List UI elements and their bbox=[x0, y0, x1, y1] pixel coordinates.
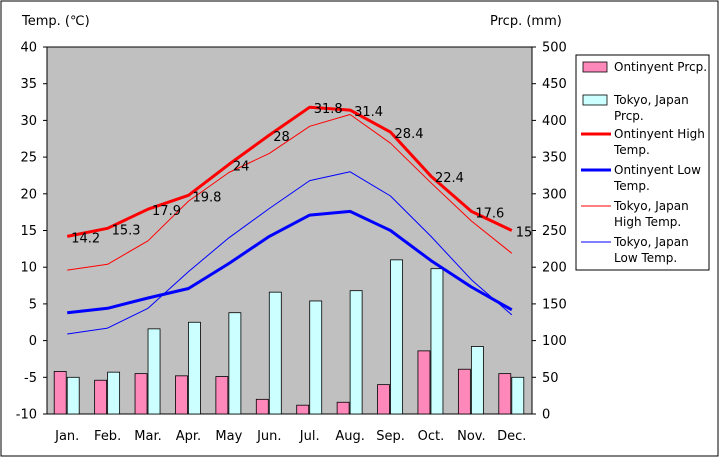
legend-label: Ontinyent High Temp. bbox=[613, 127, 705, 157]
bar-ontinyent-prcp bbox=[175, 375, 188, 415]
legend-label: Tokyo, Japan Low Temp. bbox=[613, 235, 689, 265]
high-temp-data-label: 22.4 bbox=[435, 171, 464, 186]
left-tick-label: 10 bbox=[20, 261, 37, 276]
bars-layer bbox=[53, 259, 525, 415]
bar-tokyo-prcp bbox=[228, 312, 242, 415]
right-tick-label: 500 bbox=[542, 41, 567, 56]
x-tick-label: Jul. bbox=[299, 429, 320, 444]
bar-ontinyent-prcp bbox=[336, 401, 350, 415]
bar-tokyo-prcp bbox=[511, 376, 525, 415]
high-temp-data-label: 17.6 bbox=[475, 206, 504, 221]
legend-label: Ontinyent Low Temp. bbox=[613, 163, 701, 193]
legend-label: Ontinyent Prcp. bbox=[614, 60, 707, 74]
left-tick-label: 5 bbox=[29, 297, 37, 312]
x-tick-label: Jun. bbox=[256, 429, 281, 444]
line-tokyo-japan-high-temp bbox=[67, 114, 513, 271]
left-tick-label: -5 bbox=[24, 371, 37, 386]
line-tokyo-japan-low-temp bbox=[67, 171, 513, 335]
left-tick-label: 25 bbox=[20, 151, 37, 166]
left-tick-label: 0 bbox=[29, 334, 37, 349]
high-temp-data-label: 15 bbox=[516, 226, 533, 241]
left-axis-title: Temp. (℃) bbox=[21, 14, 90, 29]
left-tick-label: 20 bbox=[20, 187, 37, 202]
bar-tokyo-prcp bbox=[268, 291, 282, 415]
high-temp-data-label: 17.9 bbox=[152, 204, 181, 219]
bar-tokyo-prcp bbox=[66, 376, 80, 415]
bar-tokyo-prcp bbox=[188, 321, 201, 415]
right-tick-label: 350 bbox=[542, 151, 567, 166]
right-tick-label: 150 bbox=[542, 297, 567, 312]
bar-tokyo-prcp bbox=[147, 328, 161, 415]
legend-label: Tokyo, Japan Prcp. bbox=[613, 93, 689, 123]
legend-box bbox=[575, 54, 710, 271]
x-tick-label: Dec. bbox=[497, 429, 526, 444]
left-tick-label: 15 bbox=[20, 224, 37, 239]
bar-tokyo-prcp bbox=[309, 300, 323, 415]
x-tick-label: May bbox=[215, 429, 242, 444]
bar-ontinyent-prcp bbox=[498, 373, 512, 415]
legend-swatch bbox=[582, 61, 608, 73]
x-tick-label: Aug. bbox=[335, 429, 365, 444]
high-temp-data-label: 24 bbox=[233, 159, 250, 174]
high-temp-data-label: 15.3 bbox=[112, 223, 141, 238]
legend-label: Tokyo, Japan High Temp. bbox=[613, 199, 689, 229]
bar-tokyo-prcp bbox=[470, 346, 484, 415]
bar-tokyo-prcp bbox=[349, 290, 363, 415]
bar-ontinyent-prcp bbox=[94, 379, 108, 415]
left-tick-label: 35 bbox=[20, 77, 37, 92]
right-tick-label: 200 bbox=[542, 261, 567, 276]
data-labels-layer: 14.2 15.3 17.9 19.8 24 28 31.8 31.4 28.4 22.4 17.6… bbox=[71, 102, 532, 246]
x-tick-label: Jan. bbox=[54, 429, 79, 444]
bar-ontinyent-prcp bbox=[134, 373, 148, 415]
bar-tokyo-prcp bbox=[430, 268, 444, 415]
x-axis-ticks: Jan. Feb. Mar. Apr. May Jun. Jul. Aug. Sep. Oct. N… bbox=[54, 429, 526, 444]
legend: Ontinyent Prcp. Tokyo, Japan Prcp. Ontinyen… bbox=[575, 54, 710, 271]
bar-ontinyent-prcp bbox=[296, 404, 310, 415]
right-tick-label: 0 bbox=[542, 408, 550, 423]
x-tick-label: Feb. bbox=[94, 429, 121, 444]
right-tick-label: 300 bbox=[542, 187, 567, 202]
x-tick-label: Mar. bbox=[134, 429, 161, 444]
bar-tokyo-prcp bbox=[107, 371, 121, 415]
right-axis-title: Prcp. (mm) bbox=[490, 14, 562, 29]
bar-ontinyent-prcp bbox=[377, 384, 390, 415]
high-temp-data-label: 28 bbox=[273, 130, 290, 145]
bar-ontinyent-prcp bbox=[255, 398, 269, 415]
right-tick-label: 450 bbox=[542, 77, 567, 92]
bar-ontinyent-prcp bbox=[417, 350, 431, 415]
right-tick-label: 100 bbox=[542, 334, 567, 349]
line-ontinyent-high-temp bbox=[66, 105, 513, 238]
legend-swatch bbox=[582, 94, 608, 106]
x-tick-label: Nov. bbox=[457, 429, 486, 444]
high-temp-data-label: 31.4 bbox=[354, 105, 383, 120]
x-tick-label: Sep. bbox=[376, 429, 405, 444]
left-axis-ticks: 40 35 30 25 20 15 10 5 0 -5 -10 bbox=[16, 41, 47, 423]
right-tick-label: 250 bbox=[542, 224, 567, 239]
high-temp-data-label: 28.4 bbox=[395, 127, 424, 142]
bar-ontinyent-prcp bbox=[215, 376, 229, 415]
high-temp-data-label: 31.8 bbox=[314, 102, 343, 117]
left-tick-label: -10 bbox=[16, 408, 37, 423]
bar-ontinyent-prcp bbox=[457, 368, 471, 415]
high-temp-data-label: 19.8 bbox=[192, 190, 221, 205]
bar-tokyo-prcp bbox=[390, 259, 403, 415]
x-tick-label: Oct. bbox=[418, 429, 445, 444]
left-tick-label: 30 bbox=[20, 114, 37, 129]
plot-area bbox=[46, 46, 533, 415]
line-ontinyent-low-temp bbox=[67, 209, 513, 315]
right-tick-label: 400 bbox=[542, 114, 567, 129]
bar-ontinyent-prcp bbox=[53, 371, 67, 415]
x-tick-label: Apr. bbox=[176, 429, 201, 444]
high-temp-data-label: 14.2 bbox=[71, 231, 100, 246]
right-tick-label: 50 bbox=[542, 371, 559, 386]
left-tick-label: 40 bbox=[20, 41, 37, 56]
lines-layer bbox=[66, 105, 513, 335]
